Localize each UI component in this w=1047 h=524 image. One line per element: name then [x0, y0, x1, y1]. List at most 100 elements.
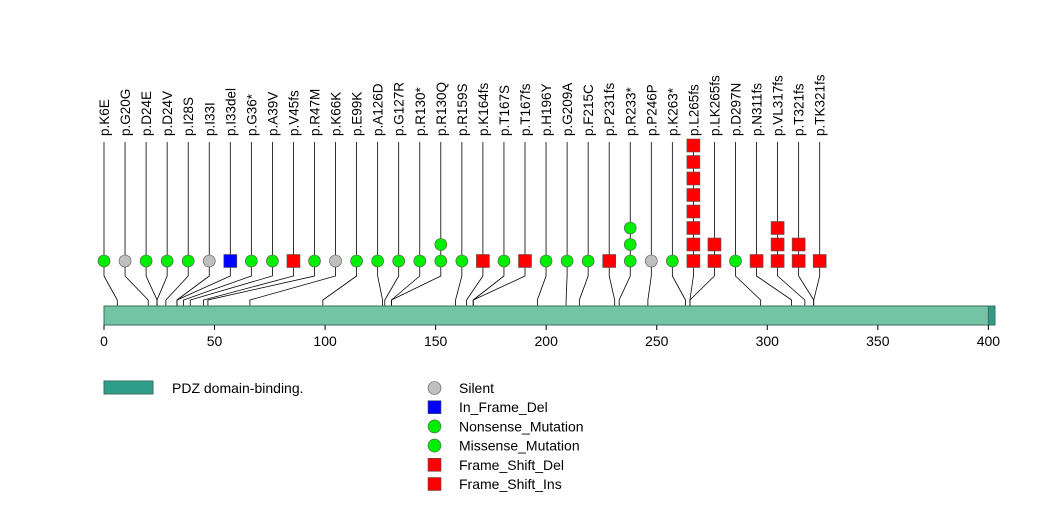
mutation-label: p.P246P	[644, 84, 659, 136]
axis-tick-label: 300	[756, 333, 780, 349]
mutation-label: p.T321fs	[792, 83, 807, 136]
x-axis: 0 50 100 150 200 250 300 350 400	[100, 325, 1000, 349]
mutation-circle	[434, 238, 448, 251]
mutation-label: p.R130*	[413, 86, 428, 136]
lollipop-stem	[322, 142, 358, 306]
mutation-circle	[181, 254, 195, 268]
lollipop-stem	[472, 142, 505, 306]
axis-tick-label: 100	[313, 333, 337, 349]
mutation-label: p.K263*	[665, 87, 680, 136]
mutation-square	[686, 221, 701, 235]
mutation-square	[223, 254, 238, 268]
mutation-circle	[623, 221, 637, 235]
mutation-label: p.A39V	[265, 92, 280, 136]
legend-type-label: Frame_Shift_Ins	[459, 476, 562, 492]
mutation-square	[812, 254, 827, 268]
mutation-square	[791, 254, 806, 268]
lollipop-stem	[777, 142, 806, 306]
mutation-label: p.G209A	[560, 83, 575, 136]
mutation-labels: p.K6E p.G20G p.D24E p.D24V p.I28S p.I33I p.I33…	[97, 74, 828, 136]
lollipop-stem	[145, 142, 158, 306]
axis-tick-label: 350	[866, 333, 890, 349]
legend-type-square	[427, 477, 442, 491]
mutation-square	[286, 254, 301, 268]
lollipop-stem	[813, 142, 821, 306]
lollipop-stem	[377, 142, 383, 306]
mutation-circle	[245, 254, 258, 268]
mutation-square	[686, 204, 701, 219]
protein-bar	[103, 305, 996, 326]
mutation-circle	[329, 254, 342, 268]
mutation-square	[518, 254, 532, 268]
lollipop-stem	[608, 142, 616, 306]
mutation-label: p.I33I	[202, 102, 217, 136]
mutation-label: p.R233*	[623, 86, 638, 136]
mutation-circle	[392, 254, 406, 268]
legend-type-circle	[427, 381, 442, 395]
legend: PDZ domain-binding. Silent In_Frame_Del Non…	[103, 380, 584, 492]
mutation-circle	[455, 254, 469, 268]
legend-type-circle	[427, 438, 442, 453]
mutation-label: p.H196Y	[539, 83, 554, 136]
lollipop-stem	[578, 142, 589, 306]
lollipop-stem	[203, 142, 294, 306]
mutation-circle	[371, 254, 384, 268]
axis-tick-label: 0	[100, 333, 108, 349]
mutation-square	[686, 171, 701, 186]
mutation-label: p.R159S	[455, 83, 470, 136]
mutation-marks	[97, 138, 827, 268]
mutation-label: p.D24E	[139, 91, 154, 136]
lollipop-stem	[183, 142, 252, 306]
mutation-circle	[581, 254, 595, 268]
mutation-label: p.F215C	[581, 84, 596, 136]
mutation-label: p.D297N	[729, 83, 744, 136]
mutation-circle	[413, 254, 427, 268]
lollipop-stem	[384, 142, 400, 306]
mutation-label: p.G127R	[392, 82, 407, 136]
legend-domain-label: PDZ domain-binding.	[172, 380, 304, 396]
axis-tick-label: 200	[535, 333, 559, 349]
lollipop-stem	[249, 142, 336, 306]
mutation-label: p.K164fs	[476, 82, 491, 136]
mutation-circle	[644, 254, 658, 268]
lollipop-stem	[756, 142, 792, 306]
mutation-circle	[560, 254, 574, 268]
legend-type-square	[427, 457, 442, 472]
mutation-label: p.N311fs	[750, 83, 765, 136]
legend-type-label: Nonsense_Mutation	[459, 418, 584, 434]
mutation-label: p.L265fs	[686, 84, 701, 136]
lollipop-stem	[189, 142, 273, 306]
legend-type-circle	[427, 419, 442, 434]
mutation-circle	[623, 254, 637, 268]
mutation-circle	[139, 254, 153, 268]
lollipop-stem	[618, 142, 631, 306]
mutation-label: p.P231fs	[602, 82, 617, 136]
mutation-square	[791, 237, 806, 252]
pdz-domain-region	[987, 305, 996, 326]
mutation-circle	[97, 254, 111, 268]
lollipop-stem	[103, 142, 118, 306]
lollipop-stem	[391, 142, 442, 306]
mutation-square	[770, 237, 785, 252]
mutation-circle	[623, 238, 637, 251]
mutation-label: p.LK265fs	[707, 75, 722, 136]
lollipop-stem	[689, 142, 715, 306]
mutation-circle	[350, 254, 363, 268]
lollipop-stem	[735, 142, 762, 306]
legend-type-label: In_Frame_Del	[459, 399, 548, 415]
mutation-label: p.R47M	[308, 89, 323, 136]
axis-tick-label: 150	[424, 333, 448, 349]
mutation-label: p.A126D	[371, 83, 386, 136]
mutation-square	[707, 254, 722, 268]
lollipop-stem	[176, 142, 231, 306]
mutation-label: p.TK321fs	[813, 74, 828, 136]
mutation-label: p.V45fs	[286, 90, 301, 136]
legend-type-label: Frame_Shift_Del	[459, 457, 564, 473]
mutation-label: p.K6E	[97, 99, 112, 136]
mutation-circle	[729, 254, 742, 268]
lollipop-stem	[472, 142, 526, 306]
mutation-label: p.T167fs	[518, 83, 533, 136]
mutation-label: p.R130Q	[434, 82, 449, 136]
mutation-circle	[539, 254, 553, 268]
